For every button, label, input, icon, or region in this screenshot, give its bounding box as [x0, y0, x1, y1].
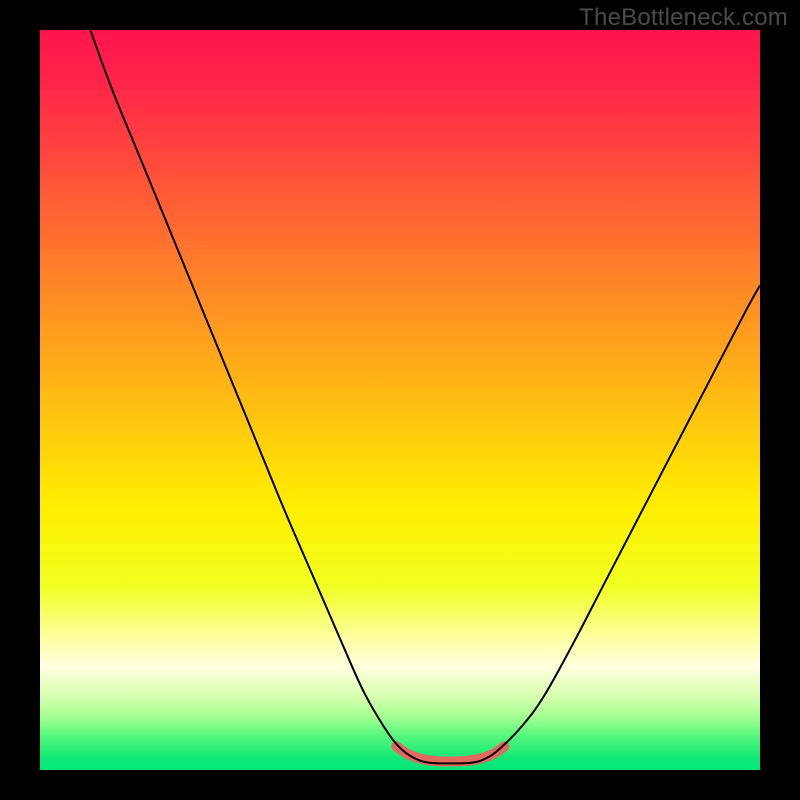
- watermark-text: TheBottleneck.com: [579, 4, 788, 32]
- plot-background: [40, 30, 760, 770]
- chart-container: TheBottleneck.com: [0, 0, 800, 800]
- bottleneck-chart: [0, 0, 800, 800]
